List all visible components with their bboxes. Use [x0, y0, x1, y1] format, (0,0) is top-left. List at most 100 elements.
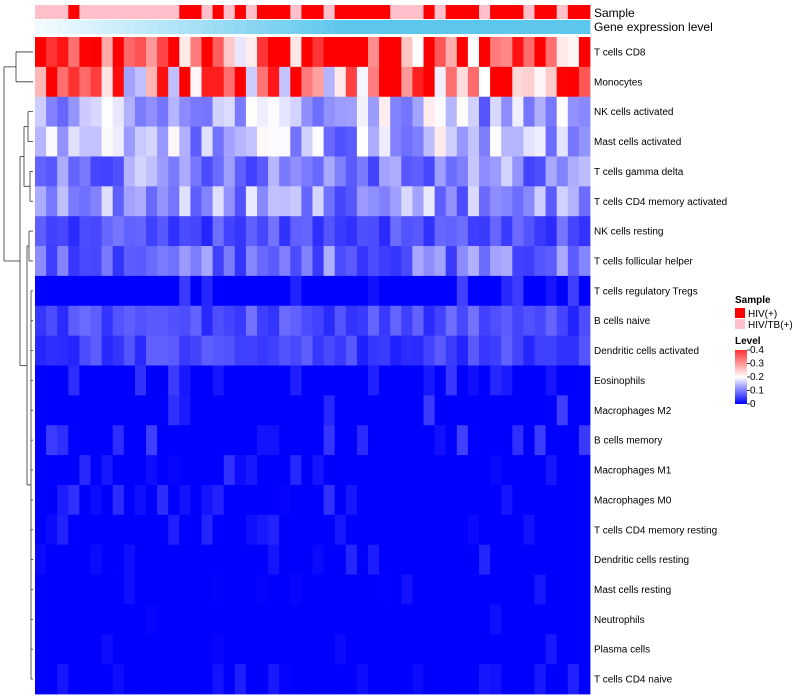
heatmap-cell: [146, 514, 158, 546]
heatmap-cell: [123, 604, 136, 635]
heatmap-cell: [90, 634, 102, 665]
heatmap-cell: [290, 604, 302, 635]
heatmap-cell: [35, 604, 47, 635]
heatmap-cell: [68, 365, 80, 396]
heatmap-cell: [401, 156, 413, 187]
gene-annotation-cell: [390, 20, 402, 34]
heatmap-cell: [412, 395, 424, 426]
heatmap-cell: [356, 365, 369, 396]
heatmap-cell: [57, 216, 69, 247]
heatmap-cell: [179, 484, 191, 516]
heatmap-cell: [323, 544, 336, 575]
heatmap-cell: [212, 664, 225, 695]
heatmap-cell: [90, 186, 102, 217]
gene-annotation-cell: [212, 20, 225, 34]
heatmap-cell: [312, 484, 324, 516]
heatmap-cell: [223, 484, 236, 516]
row-label: T cells CD4 naive: [594, 675, 673, 686]
heatmap-cell: [467, 275, 480, 307]
heatmap-cell: [90, 305, 102, 337]
heatmap-cell: [423, 455, 435, 486]
heatmap-cell: [301, 395, 313, 426]
heatmap-cell: [35, 365, 47, 396]
row-label: NK cells resting: [594, 227, 663, 238]
heatmap-cell: [35, 544, 47, 575]
heatmap-cell: [290, 514, 302, 546]
heatmap-cell: [456, 305, 469, 337]
heatmap-cell: [57, 455, 69, 486]
heatmap-cell: [234, 395, 247, 426]
heatmap-cell: [312, 275, 324, 307]
heatmap-cell: [179, 395, 191, 426]
heatmap-cell: [556, 305, 569, 337]
row-label: B cells naive: [594, 316, 651, 327]
heatmap-cell: [345, 156, 358, 187]
heatmap-cell: [57, 275, 69, 307]
row-label: Macrophages M0: [594, 495, 672, 506]
heatmap-cell: [168, 604, 180, 635]
heatmap-cell: [556, 96, 569, 127]
heatmap-cell: [323, 156, 336, 187]
heatmap-cell: [423, 604, 435, 635]
heatmap-cell: [245, 484, 258, 516]
heatmap-cell: [190, 664, 202, 695]
heatmap-cell: [279, 216, 291, 247]
heatmap-cell: [234, 484, 247, 516]
heatmap-cell: [168, 484, 180, 516]
sample-annotation-cell: [467, 5, 480, 19]
heatmap-cell: [345, 634, 358, 665]
heatmap-cell: [390, 186, 402, 217]
heatmap-cell: [423, 544, 435, 575]
heatmap-cell: [79, 604, 91, 635]
heatmap-cell: [223, 96, 236, 127]
gene-annotation-cell: [123, 20, 136, 34]
heatmap-cell: [523, 156, 535, 187]
heatmap-cell: [146, 604, 158, 635]
heatmap-cell: [168, 574, 180, 605]
heatmap-cell: [168, 395, 180, 426]
sample-annotation-cell: [190, 5, 202, 19]
heatmap-cell: [512, 395, 524, 426]
heatmap-cell: [390, 574, 402, 605]
heatmap-cell: [334, 156, 347, 187]
heatmap-cell: [345, 455, 358, 486]
heatmap-cell: [423, 275, 435, 307]
sample-annotation-cell: [412, 5, 424, 19]
heatmap-cell: [223, 574, 236, 605]
heatmap-cell: [512, 335, 524, 366]
heatmap-cell: [401, 514, 413, 546]
heatmap-cell: [301, 574, 313, 605]
heatmap-cell: [423, 37, 435, 68]
heatmap-cell: [68, 66, 80, 98]
gene-expression-annotation-bar: [35, 20, 591, 34]
heatmap-cell: [501, 156, 513, 187]
gene-annotation-cell: [423, 20, 435, 34]
heatmap-cell: [567, 305, 580, 337]
heatmap-cell: [556, 275, 569, 307]
heatmap-cell: [334, 186, 347, 217]
heatmap-cell: [257, 156, 269, 187]
heatmap-cell: [445, 126, 458, 157]
heatmap-cell: [279, 664, 291, 695]
heatmap-cell: [101, 66, 114, 98]
heatmap-cell: [101, 275, 114, 307]
heatmap-cell: [168, 275, 180, 307]
heatmap-cell: [556, 246, 569, 277]
sample-annotation-cell: [290, 5, 302, 19]
heatmap-cell: [123, 246, 136, 277]
heatmap-cell: [79, 544, 91, 575]
sample-annotation-cell: [57, 5, 69, 19]
heatmap-cell: [445, 484, 458, 516]
heatmap-cell: [412, 574, 424, 605]
heatmap-cell: [501, 664, 513, 695]
heatmap-cell: [223, 305, 236, 337]
heatmap-cell: [223, 395, 236, 426]
heatmap-cell: [290, 66, 302, 98]
heatmap-cell: [368, 126, 380, 157]
heatmap-cell: [356, 275, 369, 307]
heatmap-cell: [534, 664, 546, 695]
sample-annotation-cell: [445, 5, 458, 19]
heatmap-cell: [390, 305, 402, 337]
heatmap-cell: [146, 365, 158, 396]
heatmap-cell: [534, 126, 546, 157]
